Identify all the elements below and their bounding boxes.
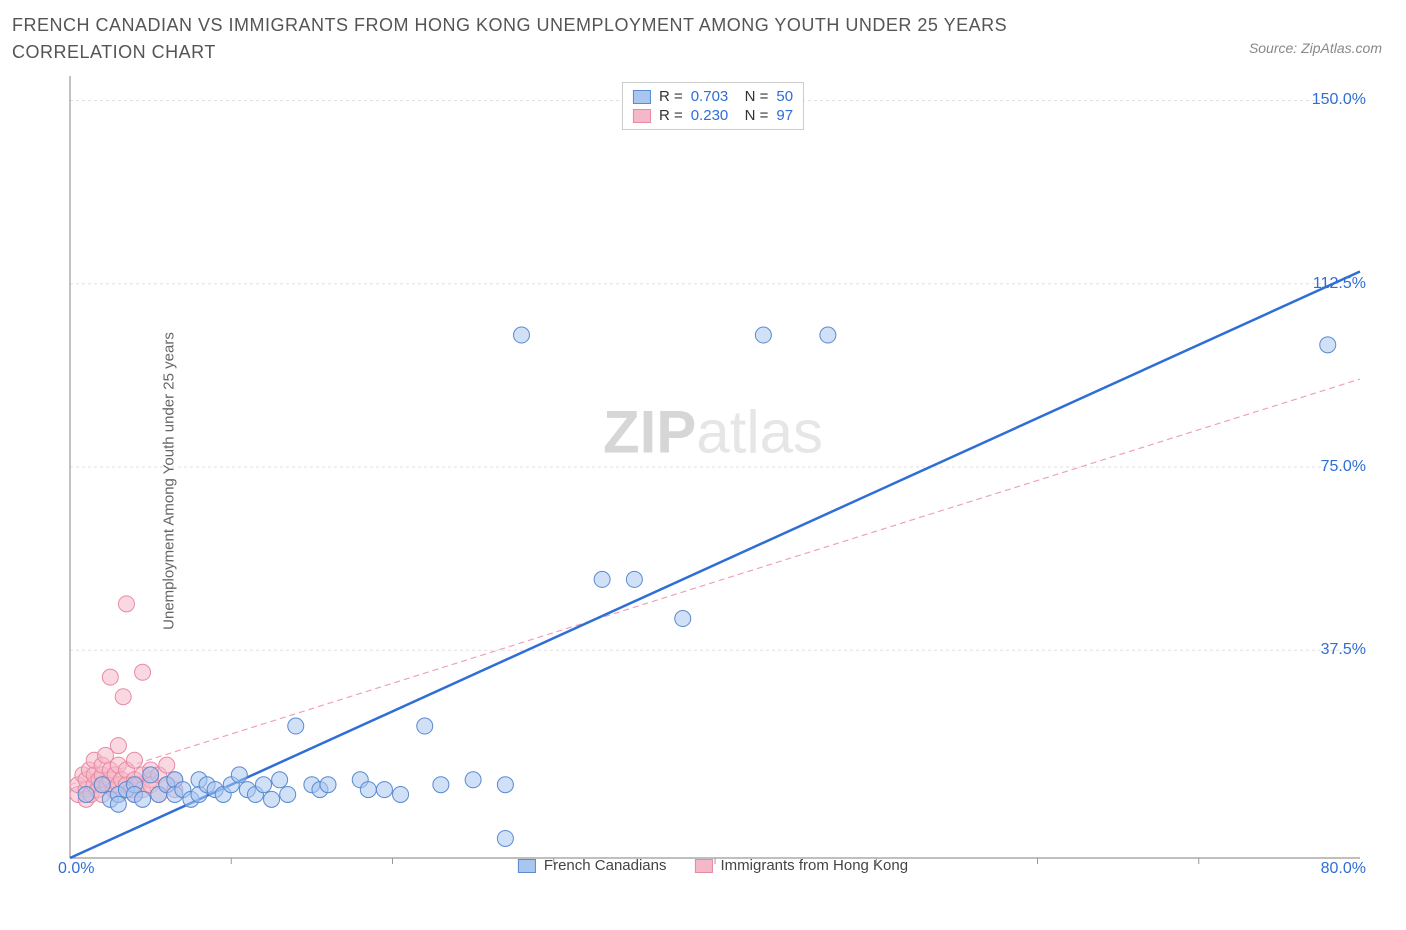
y-tick-label: 75.0% — [1321, 458, 1366, 476]
chart-container: Unemployment Among Youth under 25 years … — [48, 76, 1378, 886]
y-tick-label: 150.0% — [1312, 91, 1366, 109]
r-value: 0.703 — [691, 88, 729, 105]
legend-swatch — [695, 859, 713, 873]
legend-swatch — [633, 90, 651, 104]
legend-swatch — [518, 859, 536, 873]
series-legend-item: French Canadians — [518, 857, 667, 874]
r-value: 0.230 — [691, 107, 729, 124]
r-label: R = — [659, 88, 683, 105]
scatter-plot — [48, 76, 1378, 886]
n-label: N = — [736, 88, 768, 105]
stats-legend-row: R = 0.703 N = 50 — [633, 87, 793, 106]
stats-legend: R = 0.703 N = 50R = 0.230 N = 97 — [622, 82, 804, 130]
x-axis-max-label: 80.0% — [1321, 860, 1366, 878]
legend-swatch — [633, 109, 651, 123]
series-label: French Canadians — [544, 857, 667, 874]
n-value: 50 — [776, 88, 793, 105]
r-label: R = — [659, 107, 683, 124]
source-name: ZipAtlas.com — [1301, 40, 1382, 56]
chart-title: FRENCH CANADIAN VS IMMIGRANTS FROM HONG … — [12, 12, 1112, 66]
source-prefix: Source: — [1249, 40, 1301, 56]
y-tick-label: 112.5% — [1313, 275, 1366, 293]
y-tick-label: 37.5% — [1321, 641, 1366, 659]
y-axis-label: Unemployment Among Youth under 25 years — [160, 332, 177, 630]
n-label: N = — [736, 107, 768, 124]
n-value: 97 — [776, 107, 793, 124]
series-label: Immigrants from Hong Kong — [721, 857, 909, 874]
stats-legend-row: R = 0.230 N = 97 — [633, 106, 793, 125]
series-legend: French Canadians Immigrants from Hong Kon… — [518, 857, 908, 874]
source-credit: Source: ZipAtlas.com — [1249, 40, 1382, 56]
series-legend-item: Immigrants from Hong Kong — [695, 857, 909, 874]
x-axis-min-label: 0.0% — [58, 860, 94, 878]
